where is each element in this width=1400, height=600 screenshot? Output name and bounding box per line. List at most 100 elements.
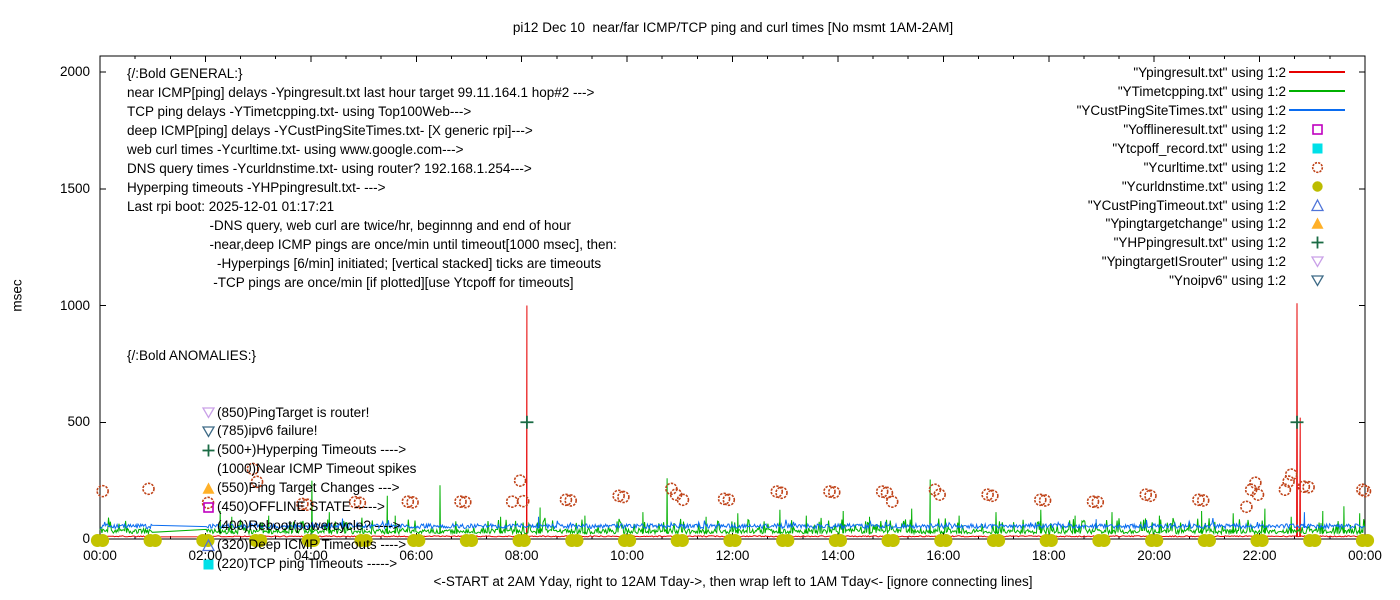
legend-row: "YCustPingSiteTimes.txt" using 1:2 [900,101,1348,120]
anomaly-row: (850)PingTarget is router! [127,404,416,423]
anomaly-text: (1000)Near ICMP Timeout spikes [217,461,417,477]
x-tick-label: 00:00 [1348,548,1382,563]
anomaly-text: (785)ipv6 failure! [217,423,318,439]
legend-sample [1286,122,1348,137]
general-text-line: -Hyperpings [6/min] initiated; [vertical… [127,256,602,271]
anomalies-header: {/:Bold ANOMALIES:} [127,347,257,363]
anomalies-annotation-block: {/:Bold ANOMALIES:} (850)PingTarget is r… [127,309,416,600]
anomaly-text: (220)TCP ping Timeouts -----> [217,555,398,571]
y-tick-label: 1500 [59,180,90,196]
anomaly-text: (850)PingTarget is router! [217,404,370,420]
tri-up-filled-icon [1311,217,1323,230]
anomaly-row: (550)Ping Target Changes ---> [127,479,416,498]
anomaly-row: (220)TCP ping Timeouts -----> [127,555,416,574]
legend-sample [1286,71,1348,74]
x-tick-label: 16:00 [926,548,961,563]
x-tick-label: 04:00 [293,548,328,563]
legend-label: "Ynoipv6" using 1:2 [1169,273,1286,289]
x-tick-label: 12:00 [715,548,750,563]
legend: "Ypingresult.txt" using 1:2 "YTimetcpping… [900,63,1348,290]
legend-label: "Ytcpoff_record.txt" using 1:2 [1112,140,1286,156]
x-tick-label: 00:00 [83,548,117,563]
legend-label: "YCustPingSiteTimes.txt" using 1:2 [1076,102,1286,118]
legend-row: "Ypingtargetchange" using 1:2 [900,215,1348,234]
y-tick-label: 500 [67,414,90,430]
legend-row: "YTimetcpping.txt" using 1:2 [900,82,1348,101]
y-tick-label: 2000 [59,64,90,79]
square-open-icon [1311,123,1323,135]
anomaly-row: (400)Reboot/powercycle? ----> [127,517,416,536]
x-tick-label: 18:00 [1031,548,1066,563]
square-filled-icon [1312,143,1322,154]
x-axis-note: <-START at 2AM Yday, right to 12AM Tday-… [433,574,1033,589]
general-text-line: -DNS query, web curl are twice/hr, begin… [127,218,571,233]
legend-label: "YpingtargetISrouter" using 1:2 [1101,254,1286,270]
general-text-line: DNS query times -Ycurldnstime.txt- using… [127,161,532,176]
legend-sample [1286,160,1348,175]
legend-label: "Ypingtargetchange" using 1:2 [1105,216,1286,232]
legend-label: "YCustPingTimeout.txt" using 1:2 [1087,197,1286,213]
x-tick-label: 22:00 [1242,548,1277,563]
x-tick-label: 06:00 [399,548,434,563]
square-filled-icon [203,559,214,570]
legend-sample [1286,273,1348,288]
legend-sample [1286,216,1348,231]
general-text-line: web curl times -Ycurltime.txt- using www… [127,142,464,157]
legend-sample [1286,141,1348,156]
general-text-line: {/:Bold GENERAL:} [127,66,243,81]
legend-row: "YHPpingresult.txt" using 1:2 [900,233,1348,252]
tri-up-filled-icon [202,482,215,494]
x-tick-label: 08:00 [504,548,539,563]
anomaly-text: (450)OFFLINE STATE -----> [217,498,385,514]
legend-row: "Yofflineresult.txt" using 1:2 [900,120,1348,139]
legend-sample [1286,109,1348,112]
anomaly-row: (320)Deep ICMP Timeouts ----> [127,536,416,555]
x-tick-label: 10:00 [610,548,644,563]
y-tick-label: 0 [82,531,90,546]
line-sample-icon [1289,109,1345,112]
legend-row: "Ynoipv6" using 1:2 [900,271,1348,290]
legend-row: "Ycurldnstime.txt" using 1:2 [900,177,1348,196]
plus-icon [202,444,215,457]
anomaly-row: (785)ipv6 failure! [127,422,416,441]
plus-icon [1311,236,1323,249]
anomaly-text: (320)Deep ICMP Timeouts ----> [217,536,407,552]
x-tick-label: 14:00 [821,548,855,563]
tri-up-open-icon [1310,198,1324,211]
tri-down-open-icon [1310,256,1324,269]
chart-title: pi12 Dec 10 near/far ICMP/TCP ping and c… [512,20,954,35]
general-text-line: deep ICMP[ping] delays -YCustPingSiteTim… [127,123,533,138]
general-text-line: near ICMP[ping] delays -Ypingresult.txt … [127,85,595,100]
legend-label: "YTimetcpping.txt" using 1:2 [1117,83,1286,99]
tri-down-open-icon [1310,275,1324,288]
legend-sample [1286,254,1348,269]
legend-row: "Ypingresult.txt" using 1:2 [900,63,1348,82]
legend-row: "Ycurltime.txt" using 1:2 [900,158,1348,177]
legend-row: "Ytcpoff_record.txt" using 1:2 [900,139,1348,158]
line-sample-icon [1289,71,1345,74]
legend-sample [1286,90,1348,93]
anomaly-row: (450)OFFLINE STATE -----> [127,498,416,517]
anomaly-text: (400)Reboot/powercycle? ----> [217,517,401,533]
legend-label: "Ycurldnstime.txt" using 1:2 [1121,178,1286,194]
circle-filled-icon [1311,180,1323,192]
legend-label: "Ypingresult.txt" using 1:2 [1133,64,1286,80]
tri-down-open-icon [201,426,216,439]
general-text-line: TCP ping delays -YTimetcpping.txt- using… [127,104,472,119]
y-tick-label: 1000 [59,297,90,313]
square-open-icon [203,502,214,513]
general-text-line: -near,deep ICMP pings are once/min until… [127,237,617,252]
circle-open-icon [1311,161,1323,173]
x-tick-label: 02:00 [188,548,223,563]
tri-down-open-icon [201,407,216,420]
legend-label: "YHPpingresult.txt" using 1:2 [1113,235,1286,251]
anomaly-row: (1000)Near ICMP Timeout spikes [127,460,416,479]
legend-row: "YpingtargetISrouter" using 1:2 [900,252,1348,271]
tri-up-open-icon [201,538,216,551]
line-sample-icon [1289,90,1345,93]
y-axis-label: msec [9,279,25,312]
general-text-line: Hyperping timeouts -YHPpingresult.txt- -… [127,180,386,195]
general-text-line: -TCP pings are once/min [if plotted][use… [127,275,574,290]
anomaly-text: (550)Ping Target Changes ---> [217,480,400,496]
